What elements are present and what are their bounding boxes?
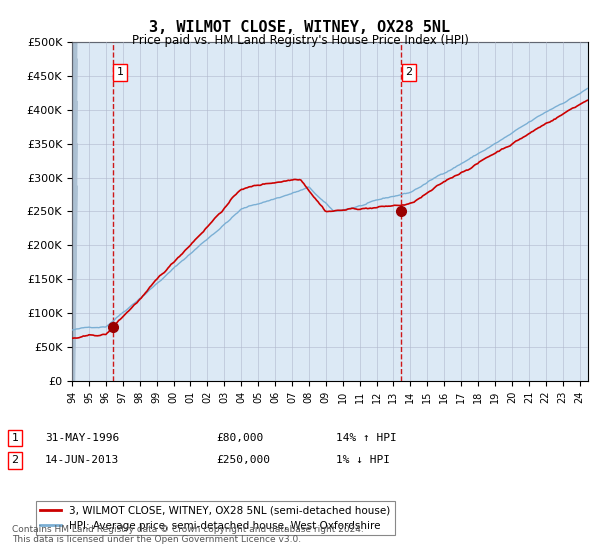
- Text: 1: 1: [11, 433, 19, 443]
- Text: 1% ↓ HPI: 1% ↓ HPI: [336, 455, 390, 465]
- Text: 2: 2: [405, 68, 412, 77]
- Text: £250,000: £250,000: [216, 455, 270, 465]
- Text: 14-JUN-2013: 14-JUN-2013: [45, 455, 119, 465]
- Text: 3, WILMOT CLOSE, WITNEY, OX28 5NL: 3, WILMOT CLOSE, WITNEY, OX28 5NL: [149, 20, 451, 35]
- Text: 14% ↑ HPI: 14% ↑ HPI: [336, 433, 397, 443]
- Text: 1: 1: [117, 68, 124, 77]
- Legend: 3, WILMOT CLOSE, WITNEY, OX28 5NL (semi-detached house), HPI: Average price, sem: 3, WILMOT CLOSE, WITNEY, OX28 5NL (semi-…: [36, 501, 395, 535]
- Text: £80,000: £80,000: [216, 433, 263, 443]
- Text: 31-MAY-1996: 31-MAY-1996: [45, 433, 119, 443]
- Text: Contains HM Land Registry data © Crown copyright and database right 2024.
This d: Contains HM Land Registry data © Crown c…: [12, 525, 364, 544]
- Text: 2: 2: [11, 455, 19, 465]
- Text: Price paid vs. HM Land Registry's House Price Index (HPI): Price paid vs. HM Land Registry's House …: [131, 34, 469, 46]
